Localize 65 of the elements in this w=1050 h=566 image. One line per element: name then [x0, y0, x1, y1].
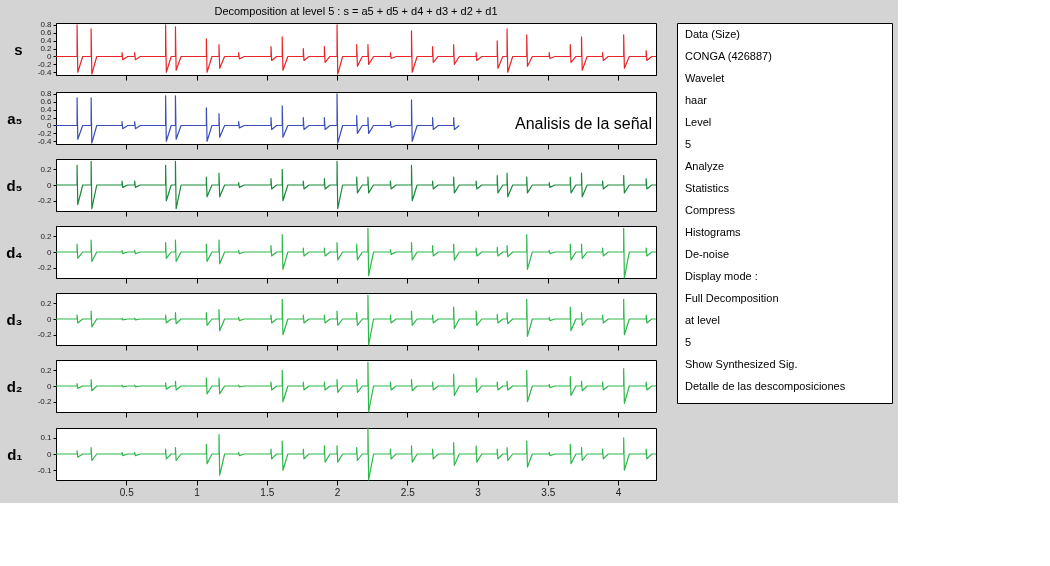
y-tick-label: 0.2 — [40, 113, 53, 123]
x-tick-label: 1.5 — [260, 486, 275, 498]
x-tick-label: 1 — [194, 486, 201, 498]
y-tick-label: 0.4 — [40, 36, 53, 46]
x-tick-label: 0.5 — [119, 486, 135, 498]
text: Wavelet — [685, 72, 725, 84]
text: Full Decomposition — [685, 292, 779, 304]
y-tick-label: 0 — [47, 314, 53, 324]
annotation: Analisis de la señal — [515, 115, 652, 133]
text: Display mode : — [685, 270, 758, 282]
y-tick-label: 0.8 — [40, 20, 53, 30]
line-series — [55, 93, 460, 144]
text: Detalle de las descomposiciones — [685, 380, 846, 392]
chart-title: Decomposition at level 5 : s = a5 + d5 + d4 + d3 + d2 + d1 — [214, 4, 498, 17]
text: CONGA (426887) — [685, 50, 772, 62]
y-tick-label: -0.1 — [37, 465, 53, 475]
y-tick-label: 0 — [47, 449, 53, 459]
y-tick-label: 0 — [47, 381, 53, 391]
text: Compress — [685, 204, 736, 216]
y-tick-label: -0.4 — [37, 136, 53, 146]
y-axis-title: d₂ — [6, 377, 23, 395]
y-tick-label: 0.2 — [40, 298, 53, 308]
y-axis-title: s — [14, 40, 23, 58]
x-tick-label: 3.5 — [541, 486, 556, 498]
x-tick-label: 4 — [615, 486, 622, 498]
text: Show Synthesized Sig. — [685, 358, 798, 370]
y-tick-label: 0.1 — [40, 433, 53, 443]
line-series — [55, 160, 657, 210]
y-tick-label: 0.2 — [40, 365, 53, 375]
y-tick-label: 0.2 — [40, 231, 53, 241]
text: Level — [685, 116, 712, 128]
text: 5 — [685, 336, 692, 348]
y-tick-label: 0.2 — [40, 44, 53, 54]
y-tick-label: 0 — [47, 247, 53, 257]
text: 5 — [685, 138, 692, 150]
y-tick-label: 0.6 — [40, 97, 53, 107]
text: Analyze — [685, 160, 725, 172]
y-tick-label: 0 — [47, 120, 53, 130]
text: at level — [685, 314, 720, 326]
x-tick-label: 2 — [334, 486, 341, 498]
y-tick-label: -0.2 — [37, 196, 53, 206]
y-tick-label: 0.8 — [40, 89, 53, 99]
y-tick-label: -0.4 — [37, 67, 53, 77]
y-axis-title: d₅ — [6, 176, 23, 194]
y-tick-label: 0.6 — [40, 28, 53, 38]
y-tick-label: -0.2 — [37, 330, 53, 340]
y-tick-label: -0.2 — [37, 397, 53, 407]
text: De-noise — [685, 248, 730, 260]
x-tick-label: 2.5 — [400, 486, 416, 498]
y-axis-title: d₄ — [6, 243, 23, 261]
text: Statistics — [685, 182, 730, 194]
text: haar — [685, 94, 708, 106]
y-tick-label: 0 — [47, 180, 53, 190]
text: Data (Size) — [685, 28, 741, 40]
y-tick-label: -0.2 — [37, 59, 53, 69]
y-tick-label: 0.4 — [40, 105, 53, 115]
x-tick-label: 3 — [475, 486, 482, 498]
y-tick-label: -0.2 — [37, 128, 53, 138]
y-axis-title: d₃ — [6, 310, 23, 328]
y-axis-title: a₅ — [7, 109, 23, 127]
y-tick-label: 0.2 — [40, 164, 53, 174]
y-axis-title: d₁ — [7, 445, 23, 463]
y-tick-label: -0.2 — [37, 263, 53, 273]
y-tick-label: 0 — [47, 51, 53, 61]
text: Histograms — [685, 226, 742, 238]
